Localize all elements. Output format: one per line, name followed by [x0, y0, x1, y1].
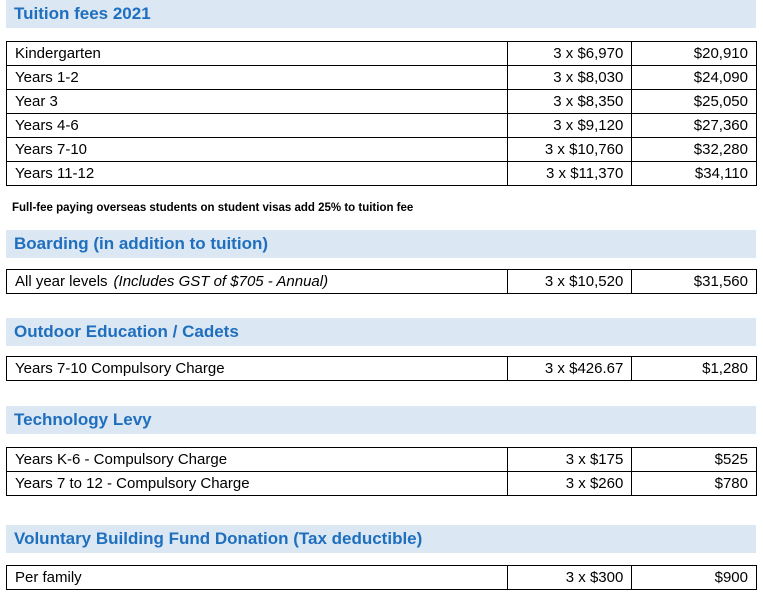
- row-label: Years 7-10: [6, 137, 508, 162]
- row-label: Per family: [6, 565, 508, 590]
- row-total: $31,560: [631, 269, 757, 294]
- row-total: $25,050: [631, 89, 757, 114]
- table-row: Per family 3 x $300 $900: [6, 565, 757, 590]
- row-label: Years 7 to 12 - Compulsory Charge: [6, 471, 508, 496]
- section-header-technology-levy: Technology Levy: [6, 406, 756, 434]
- row-total: $34,110: [631, 161, 757, 186]
- table-row: Years K-6 - Compulsory Charge 3 x $175 $…: [6, 447, 757, 472]
- row-installments: 3 x $9,120: [506, 113, 633, 138]
- row-total: $32,280: [631, 137, 757, 162]
- table-row: Years 11-12 3 x $11,370 $34,110: [6, 161, 757, 186]
- outdoor-education-table: Years 7-10 Compulsory Charge 3 x $426.67…: [6, 356, 757, 381]
- row-label-cell: All year levels (Includes GST of $705 - A…: [6, 269, 508, 294]
- row-label: All year levels: [15, 273, 108, 290]
- row-total: $900: [631, 565, 757, 590]
- section-title: Boarding (in addition to tuition): [14, 234, 268, 253]
- table-row: Years 7-10 Compulsory Charge 3 x $426.67…: [6, 356, 757, 381]
- row-installments: 3 x $300: [506, 565, 633, 590]
- row-total: $27,360: [631, 113, 757, 138]
- table-row: Year 3 3 x $8,350 $25,050: [6, 89, 757, 114]
- section-header-outdoor-education: Outdoor Education / Cadets: [6, 318, 756, 346]
- section-header-tuition: Tuition fees 2021: [6, 0, 756, 28]
- row-installments: 3 x $8,030: [506, 65, 633, 90]
- row-label: Years 1-2: [6, 65, 508, 90]
- section-title: Outdoor Education / Cadets: [14, 322, 239, 341]
- tuition-table: Kindergarten 3 x $6,970 $20,910 Years 1-…: [6, 41, 757, 186]
- technology-levy-table: Years K-6 - Compulsory Charge 3 x $175 $…: [6, 447, 757, 496]
- row-label: Year 3: [6, 89, 508, 114]
- row-installments: 3 x $11,370: [506, 161, 633, 186]
- row-installments: 3 x $6,970: [506, 41, 633, 66]
- row-label-note: (Includes GST of $705 - Annual): [113, 273, 329, 290]
- row-installments: 3 x $10,520: [506, 269, 633, 294]
- boarding-table: All year levels (Includes GST of $705 - A…: [6, 269, 757, 294]
- row-total: $20,910: [631, 41, 757, 66]
- table-row: Years 7 to 12 - Compulsory Charge 3 x $2…: [6, 471, 757, 496]
- overseas-students-note: Full-fee paying overseas students on stu…: [12, 202, 414, 214]
- row-label: Kindergarten: [6, 41, 508, 66]
- building-fund-table: Per family 3 x $300 $900: [6, 565, 757, 590]
- row-label: Years K-6 - Compulsory Charge: [6, 447, 508, 472]
- table-row: Years 7-10 3 x $10,760 $32,280: [6, 137, 757, 162]
- table-row: Kindergarten 3 x $6,970 $20,910: [6, 41, 757, 66]
- row-label: Years 4-6: [6, 113, 508, 138]
- table-row: Years 1-2 3 x $8,030 $24,090: [6, 65, 757, 90]
- row-installments: 3 x $175: [506, 447, 633, 472]
- row-total: $525: [631, 447, 757, 472]
- row-installments: 3 x $10,760: [506, 137, 633, 162]
- section-header-building-fund: Voluntary Building Fund Donation (Tax de…: [6, 525, 756, 553]
- row-total: $780: [631, 471, 757, 496]
- row-total: $24,090: [631, 65, 757, 90]
- table-row: Years 4-6 3 x $9,120 $27,360: [6, 113, 757, 138]
- row-installments: 3 x $426.67: [506, 356, 633, 381]
- section-header-boarding: Boarding (in addition to tuition): [6, 230, 756, 258]
- row-installments: 3 x $260: [506, 471, 633, 496]
- row-label: Years 7-10 Compulsory Charge: [6, 356, 508, 381]
- table-row: All year levels (Includes GST of $705 - A…: [6, 269, 757, 294]
- section-title: Technology Levy: [14, 410, 152, 429]
- section-title: Voluntary Building Fund Donation (Tax de…: [14, 529, 423, 548]
- row-label: Years 11-12: [6, 161, 508, 186]
- section-title: Tuition fees 2021: [14, 4, 151, 23]
- row-total: $1,280: [631, 356, 757, 381]
- row-installments: 3 x $8,350: [506, 89, 633, 114]
